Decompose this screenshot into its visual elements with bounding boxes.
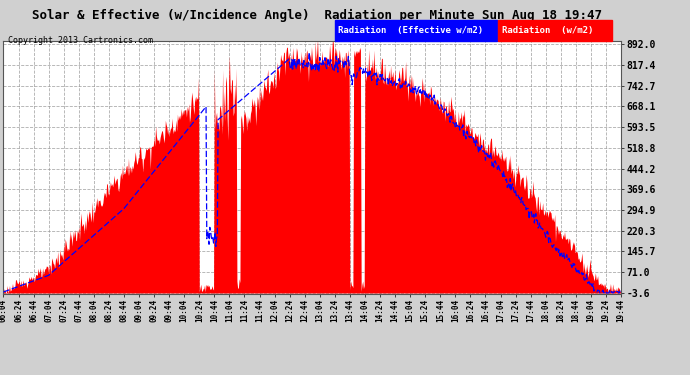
Text: Solar & Effective (w/Incidence Angle)  Radiation per Minute Sun Aug 18 19:47: Solar & Effective (w/Incidence Angle) Ra…: [32, 9, 602, 22]
Text: Radiation  (w/m2): Radiation (w/m2): [502, 26, 593, 35]
Text: Copyright 2013 Cartronics.com: Copyright 2013 Cartronics.com: [8, 36, 153, 45]
Text: Radiation  (Effective w/m2): Radiation (Effective w/m2): [338, 26, 483, 35]
